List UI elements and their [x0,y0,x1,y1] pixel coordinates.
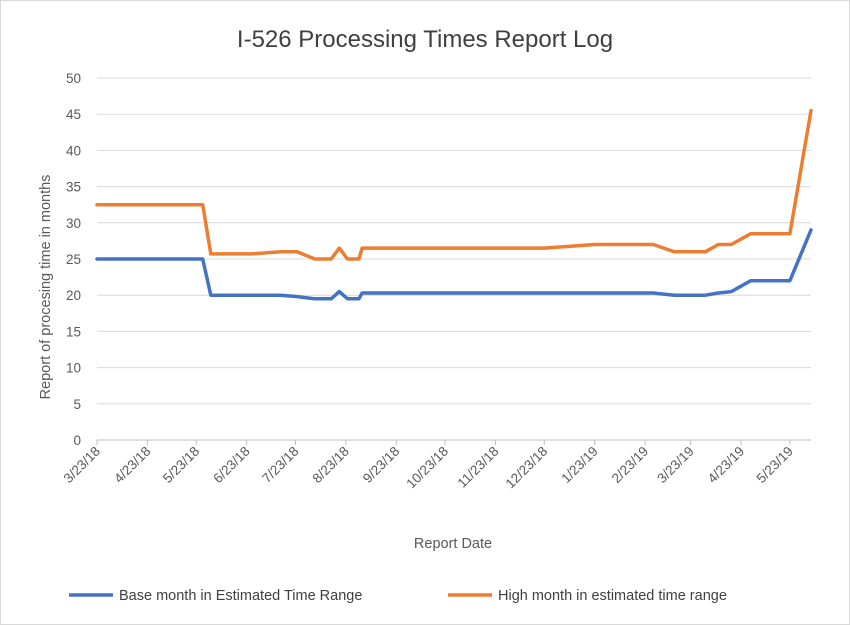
x-tick-label: 5/23/18 [160,444,202,486]
x-axis-title: Report Date [414,536,492,552]
x-tick-label: 4/23/19 [705,444,747,486]
y-tick-label: 35 [66,180,81,195]
x-tick-label: 10/23/18 [403,444,451,492]
y-tick-label: 40 [66,143,81,158]
y-tick-label: 5 [73,397,81,412]
y-axis: 0 5 10 15 20 25 30 35 40 45 50 [66,71,81,448]
x-tick-label: 9/23/18 [360,444,402,486]
y-tick-label: 20 [66,288,81,303]
x-tick-label: 2/23/19 [609,444,651,486]
x-tick-label: 1/23/19 [558,444,600,486]
y-axis-title: Report of procesing time in months [38,175,54,400]
series-lines [95,108,813,301]
series-line-2 [95,108,813,261]
y-tick-label: 45 [66,107,81,122]
x-axis: 3/23/18 4/23/18 5/23/18 6/23/18 7/23/18 8/23/… [61,439,811,492]
x-tick-label: 7/23/18 [259,444,301,486]
y-tick-label: 0 [73,433,81,448]
x-tick-label: 4/23/18 [111,444,153,486]
legend: Base month in Estimated Time Range High m… [69,588,727,604]
y-tick-label: 25 [66,252,81,267]
x-tick-label: 6/23/18 [210,444,252,486]
x-tick-label: 8/23/18 [310,444,352,486]
x-tick-label: 5/23/19 [754,444,796,486]
legend-label: Base month in Estimated Time Range [119,588,362,604]
y-tick-label: 30 [66,216,81,231]
y-tick-label: 10 [66,361,81,376]
legend-label: High month in estimated time range [498,588,727,604]
y-tick-label: 50 [66,71,81,86]
x-tick-label: 11/23/18 [455,444,502,491]
chart-title: I-526 Processing Times Report Log [237,26,613,53]
x-tick-label: 3/23/19 [654,444,696,486]
x-tick-label: 12/23/18 [503,444,551,492]
series-line-1 [95,228,813,301]
gridlines [97,77,811,441]
x-tick-label: 3/23/18 [61,444,103,486]
y-tick-label: 15 [66,324,81,339]
